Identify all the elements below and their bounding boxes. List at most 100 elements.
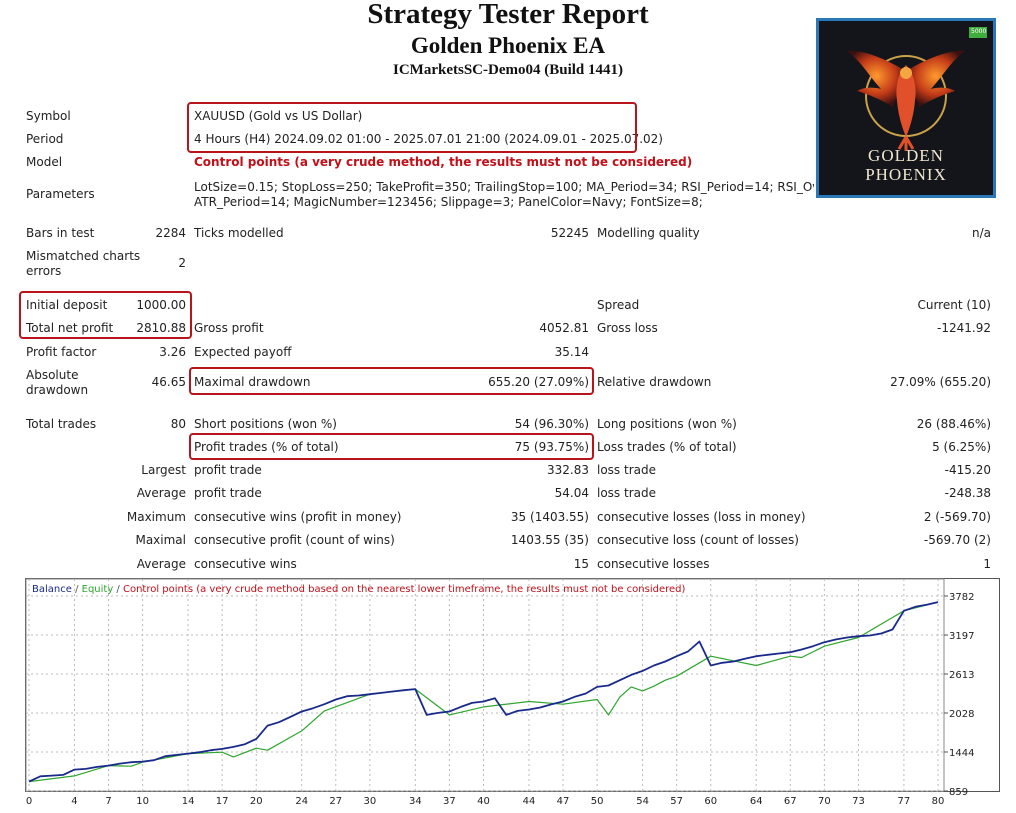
spread-label: Spread: [597, 298, 640, 312]
largest-profit-value: 332.83: [547, 463, 589, 477]
report-title: Strategy Tester Report: [367, 0, 649, 30]
symbol-period-highlight: [187, 102, 637, 153]
x-tick-label: 0: [26, 796, 32, 807]
x-tick-label: 10: [136, 796, 149, 807]
period-value: 4 Hours (H4) 2024.09.02 01:00 - 2025.07.…: [194, 132, 663, 146]
mismatch-value: 2: [178, 256, 186, 270]
symbol-value: XAUUSD (Gold vs US Dollar): [194, 109, 363, 123]
maximal-consecutive-loss-value: -569.70 (2): [923, 533, 991, 547]
x-tick-label: 44: [523, 796, 536, 807]
y-tick-label: 2613: [949, 670, 974, 681]
x-tick-label: 27: [329, 796, 342, 807]
max-consecutive-wins-value: 35 (1403.55): [510, 510, 589, 524]
y-tick-label: 2028: [949, 709, 974, 720]
net-profit-label: Total net profit: [26, 321, 114, 335]
average-profit-value: 54.04: [554, 486, 589, 500]
y-axis-ticks: 3782 3197 2613 2028 1444 859: [944, 592, 974, 798]
symbol-label: Symbol: [26, 109, 71, 123]
parameters-label: Parameters: [26, 187, 95, 201]
model-value: Control points (a very crude method, the…: [194, 155, 693, 169]
net-profit-value: 2810.88: [136, 321, 186, 335]
deposit-label: Initial deposit: [26, 298, 108, 312]
x-tick-label: 20: [250, 796, 263, 807]
short-positions-label: Short positions (won %): [194, 417, 337, 431]
total-trades-label: Total trades: [26, 417, 97, 431]
x-tick-label: 24: [295, 796, 308, 807]
x-tick-label: 14: [182, 796, 195, 807]
profit-trades-highlight: [189, 433, 594, 460]
long-positions-value: 26 (88.46%): [916, 417, 991, 431]
max-consecutive-losses-value: 2 (-569.70): [923, 510, 991, 524]
y-tick-label: 1444: [949, 748, 974, 759]
average-label: Average: [136, 486, 186, 500]
max-consecutive-losses-label: consecutive losses (loss in money): [597, 510, 806, 524]
mismatch-label-1: Mismatched charts: [26, 249, 141, 263]
maximal-label: Maximal: [135, 533, 186, 547]
y-tick-label: 3197: [949, 631, 974, 642]
x-tick-label: 80: [932, 796, 945, 807]
x-tick-label: 64: [750, 796, 763, 807]
x-tick-label: 57: [670, 796, 683, 807]
logo-corner-label: 5000: [971, 28, 987, 35]
chart-grid: [26, 579, 944, 792]
legend-balance: Balance: [32, 584, 72, 595]
expected-payoff-label: Expected payoff: [194, 345, 292, 359]
parameters-line-2: ATR_Period=14; MagicNumber=123456; Slipp…: [194, 195, 703, 209]
average-consecutive-label: Average: [136, 557, 186, 571]
largest-loss-label: loss trade: [597, 463, 656, 477]
mismatch-label-2: errors: [26, 264, 62, 278]
maximal-drawdown-highlight: [189, 367, 594, 395]
gross-loss-value: -1241.92: [937, 321, 991, 335]
gross-profit-value: 4052.81: [539, 321, 589, 335]
legend-sep-1: /: [72, 584, 82, 595]
max-consecutive-wins-label: consecutive wins (profit in money): [194, 510, 402, 524]
profit-factor-value: 3.26: [159, 345, 186, 359]
x-tick-label: 30: [364, 796, 377, 807]
legend-equity: Equity: [82, 584, 114, 595]
ticks-label: Ticks modelled: [194, 226, 284, 240]
x-tick-label: 4: [71, 796, 77, 807]
series-line-balance: [28, 601, 939, 783]
series-line-equity: [28, 601, 939, 783]
period-label: Period: [26, 132, 64, 146]
average-loss-value: -248.38: [944, 486, 991, 500]
chart-series: [28, 601, 939, 783]
ticks-value: 52245: [550, 226, 589, 240]
logo-text-golden: GOLDEN: [868, 146, 944, 165]
bars-value: 2284: [155, 226, 186, 240]
legend-control-points: Control points (a very crude method base…: [123, 584, 686, 595]
x-axis-ticks: 0 4 7 10 14 17 20 24 27 30 34 37 40 44 47 50 54 57 60 64 67 7…: [26, 796, 945, 807]
profit-trades-value: 75 (93.75%): [514, 440, 589, 454]
parameters-line-1: LotSize=0.15; StopLoss=250; TakeProfit=3…: [194, 180, 814, 194]
x-tick-label: 17: [216, 796, 229, 807]
maximal-drawdown-value: 655.20 (27.09%): [488, 375, 589, 389]
x-tick-label: 40: [477, 796, 490, 807]
relative-drawdown-value: 27.09% (655.20): [890, 375, 991, 389]
x-tick-label: 67: [784, 796, 797, 807]
absolute-drawdown-label-2: drawdown: [26, 383, 89, 397]
total-trades-value: 80: [170, 417, 186, 431]
x-tick-label: 50: [591, 796, 604, 807]
x-tick-label: 73: [852, 796, 865, 807]
bars-label: Bars in test: [26, 226, 95, 240]
profit-factor-label: Profit factor: [26, 345, 97, 359]
gross-loss-label: Gross loss: [597, 321, 658, 335]
spread-value: Current (10): [917, 298, 991, 312]
deposit-value: 1000.00: [136, 298, 186, 312]
absolute-drawdown-label-1: Absolute: [26, 368, 79, 382]
maximum-label: Maximum: [126, 510, 186, 524]
average-loss-label: loss trade: [597, 486, 656, 500]
y-tick-label: 3782: [949, 592, 974, 603]
expected-payoff-value: 35.14: [554, 345, 589, 359]
y-tick-label: 859: [949, 787, 968, 798]
short-positions-value: 54 (96.30%): [514, 417, 589, 431]
quality-label: Modelling quality: [597, 226, 700, 240]
largest-profit-label: profit trade: [194, 463, 262, 477]
average-profit-label: profit trade: [194, 486, 262, 500]
largest-loss-value: -415.20: [944, 463, 991, 477]
relative-drawdown-label: Relative drawdown: [597, 375, 712, 389]
absolute-drawdown-value: 46.65: [151, 375, 186, 389]
profit-trades-label: Profit trades (% of total): [194, 440, 339, 454]
x-tick-label: 34: [409, 796, 422, 807]
x-tick-label: 37: [443, 796, 456, 807]
